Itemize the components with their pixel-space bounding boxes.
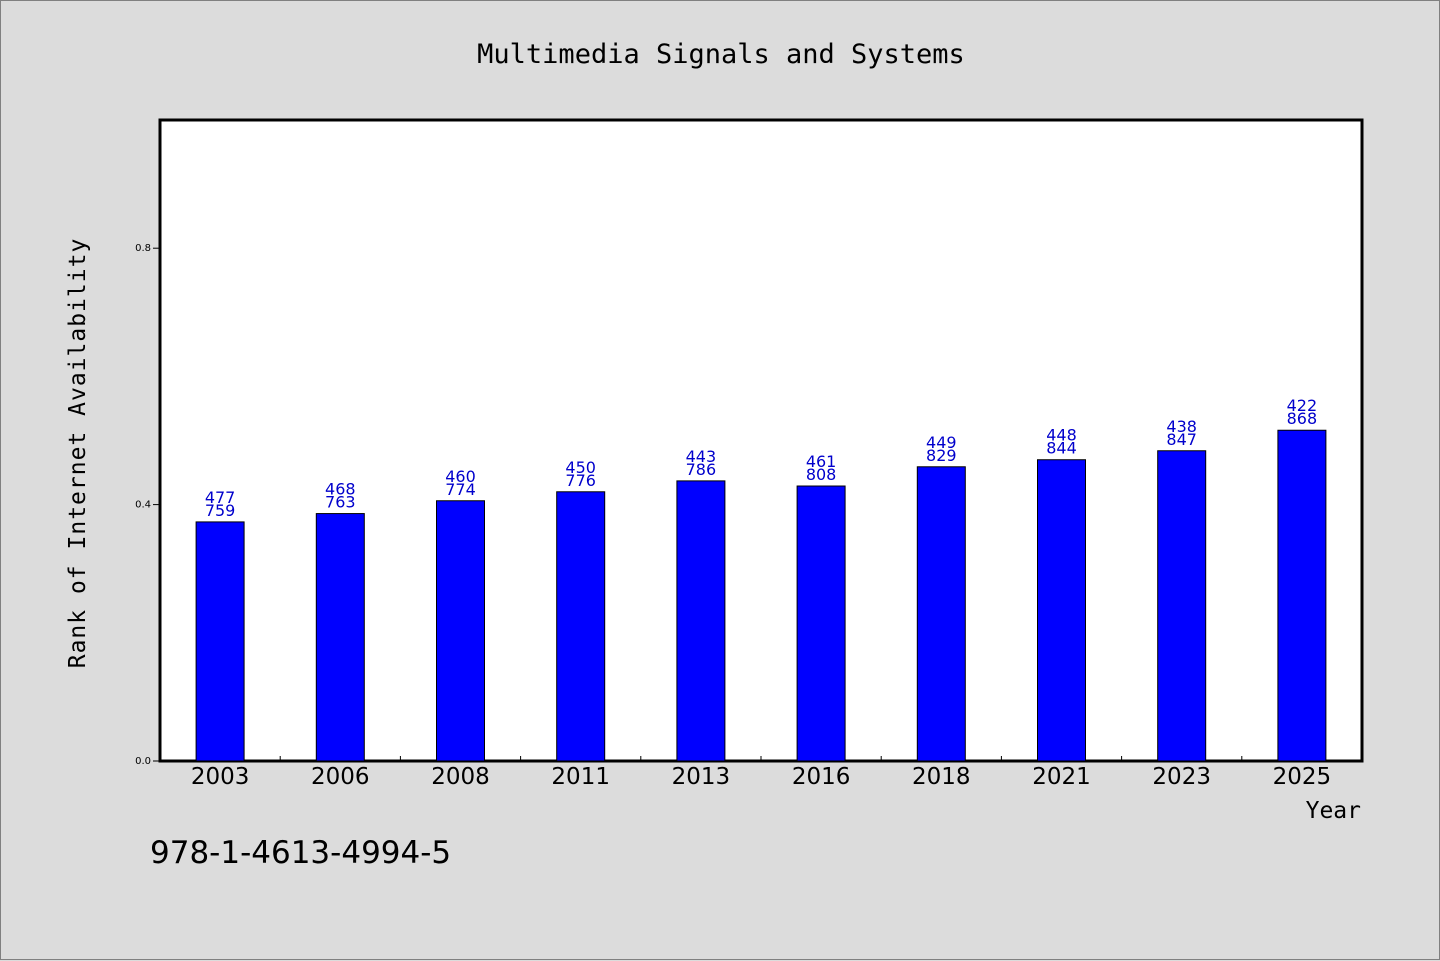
bar-2025 xyxy=(1277,429,1327,762)
bar-2016 xyxy=(796,485,846,762)
bar-2011 xyxy=(556,491,606,762)
data-label-2008-top: 460 xyxy=(445,467,476,486)
x-tick-label-2018: 2018 xyxy=(912,764,971,790)
data-label-2013-bottom: 786 xyxy=(686,460,717,479)
x-tick-label-2013: 2013 xyxy=(672,764,731,790)
x-tick-label-2011: 2011 xyxy=(551,764,610,790)
y-tick-label: 0.0 xyxy=(135,756,151,767)
bar-2023 xyxy=(1157,450,1207,762)
data-label-2008-bottom: 774 xyxy=(445,480,476,499)
isbn-footer: 978-1-4613-4994-5 xyxy=(150,835,452,871)
bar-2013 xyxy=(676,480,726,762)
x-axis-ticks: 2003 2006 2008 2011 2013 2016 2018 2021 2023 2025 xyxy=(191,756,1331,790)
data-label-2003-bottom: 759 xyxy=(205,501,236,520)
y-axis-label: Rank of Internet Availability xyxy=(65,238,91,669)
bar-2021 xyxy=(1037,459,1086,762)
data-label-2025-bottom: 868 xyxy=(1287,409,1318,428)
data-label-2011-top: 450 xyxy=(565,458,596,477)
y-axis-ticks: 0.0 0.4 0.8 xyxy=(135,243,160,767)
data-label-2016-top: 461 xyxy=(806,452,837,471)
data-label-2003-top: 477 xyxy=(205,488,236,507)
x-tick-label-2023: 2023 xyxy=(1152,764,1211,790)
y-tick-label: 0.8 xyxy=(135,243,151,254)
x-tick-label-2021: 2021 xyxy=(1032,764,1091,790)
data-label-2023-bottom: 847 xyxy=(1166,430,1197,449)
x-tick-label-2006: 2006 xyxy=(311,764,370,790)
bars-group xyxy=(195,429,1327,762)
x-tick-label-2003: 2003 xyxy=(191,764,250,790)
data-label-2023-top: 438 xyxy=(1166,417,1197,436)
data-label-2018-top: 449 xyxy=(926,433,957,452)
x-tick-label-2008: 2008 xyxy=(431,764,490,790)
x-tick-label-2025: 2025 xyxy=(1273,764,1332,790)
data-label-2006-bottom: 763 xyxy=(325,493,356,512)
data-label-2016-bottom: 808 xyxy=(806,465,837,484)
data-label-2018-bottom: 829 xyxy=(926,446,957,465)
data-label-2021-top: 448 xyxy=(1046,426,1077,445)
bar-2003 xyxy=(195,521,245,762)
chart-title: Multimedia Signals and Systems xyxy=(477,39,965,70)
data-label-2011-bottom: 776 xyxy=(565,471,596,490)
x-tick-label-2016: 2016 xyxy=(792,764,851,790)
bar-2006 xyxy=(315,513,365,762)
data-label-2006-top: 468 xyxy=(325,480,356,499)
data-label-2013-top: 443 xyxy=(686,447,717,466)
bar-2018 xyxy=(916,466,966,762)
x-axis-label: Year xyxy=(1306,798,1361,824)
data-label-2021-bottom: 844 xyxy=(1046,439,1077,458)
y-tick-label: 0.4 xyxy=(135,500,151,511)
data-label-2025-top: 422 xyxy=(1287,396,1318,415)
bar-2008 xyxy=(436,500,485,762)
